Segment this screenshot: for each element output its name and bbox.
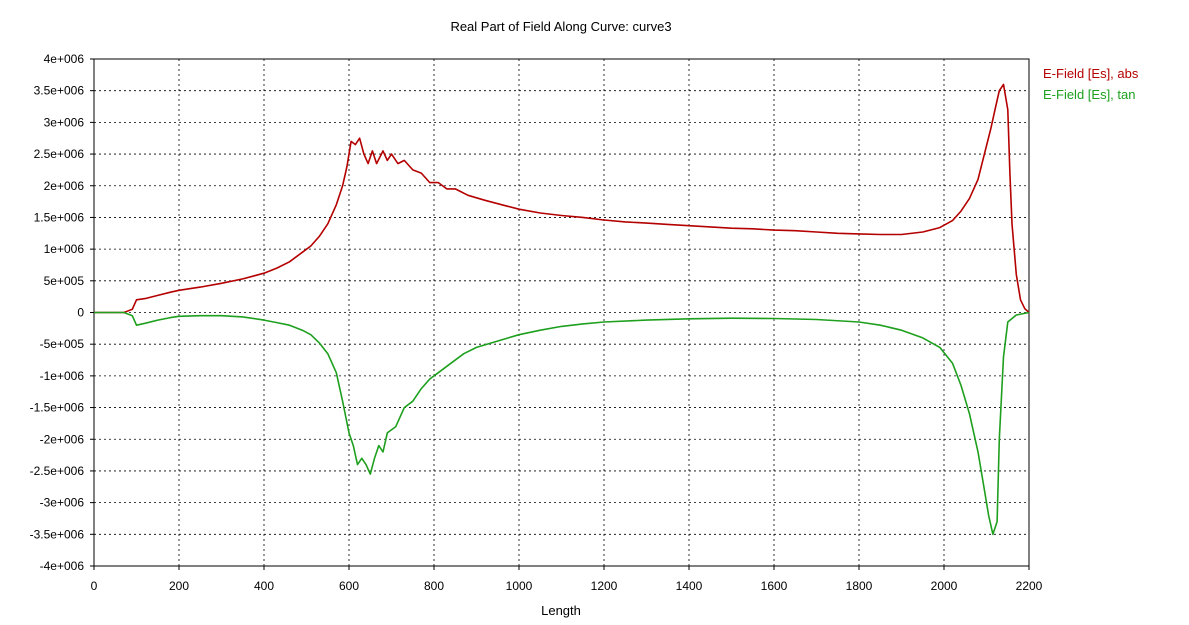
x-tick-label: 0 (91, 579, 98, 593)
series-line (94, 311, 1030, 536)
x-axis-title: Length (541, 603, 581, 618)
y-tick-label: -5e+005 (40, 337, 85, 351)
series-lines (94, 83, 1030, 536)
legend-entry: E-Field [Es], abs (1043, 66, 1139, 81)
y-tick-label: -1e+006 (40, 369, 85, 383)
y-tick-label: -1.5e+006 (30, 401, 85, 415)
y-tick-label: -2e+006 (40, 432, 85, 446)
y-tick-label: -4e+006 (40, 559, 85, 573)
y-tick-label: 2e+006 (44, 179, 85, 193)
x-axis: 0 200 400 600 800 1000 1200 1400 1600 1800 2000 220… (91, 566, 1043, 593)
y-tick-label: 3.5e+006 (34, 84, 85, 98)
y-tick-label: 5e+005 (44, 274, 85, 288)
chart-title: Real Part of Field Along Curve: curve3 (450, 19, 671, 34)
y-tick-label: 2.5e+006 (34, 147, 85, 161)
x-tick-label: 1800 (846, 579, 873, 593)
y-tick-label: 1.5e+006 (34, 210, 85, 224)
y-axis: 4e+006 3.5e+006 3e+006 2.5e+006 2e+006 1.5e+0… (30, 52, 94, 573)
legend-entry: E-Field [Es], tan (1043, 87, 1135, 102)
x-tick-label: 400 (254, 579, 274, 593)
y-tick-label: -3e+006 (40, 496, 85, 510)
legend: E-Field [Es], abs E-Field [Es], tan (1043, 66, 1139, 102)
grid-lines (94, 59, 1029, 566)
x-tick-label: 1600 (761, 579, 788, 593)
y-tick-label: 0 (77, 306, 84, 320)
x-tick-label: 600 (339, 579, 359, 593)
series-line (94, 83, 1030, 314)
x-tick-label: 1200 (591, 579, 618, 593)
x-tick-label: 200 (169, 579, 189, 593)
x-tick-label: 1000 (506, 579, 533, 593)
x-tick-label: 2200 (1016, 579, 1043, 593)
y-tick-label: 1e+006 (44, 242, 85, 256)
x-tick-label: 1400 (676, 579, 703, 593)
y-tick-label: -2.5e+006 (30, 464, 85, 478)
y-tick-label: -3.5e+006 (30, 527, 85, 541)
x-tick-label: 800 (424, 579, 444, 593)
y-tick-label: 3e+006 (44, 115, 85, 129)
x-tick-label: 2000 (931, 579, 958, 593)
y-tick-label: 4e+006 (44, 52, 85, 66)
